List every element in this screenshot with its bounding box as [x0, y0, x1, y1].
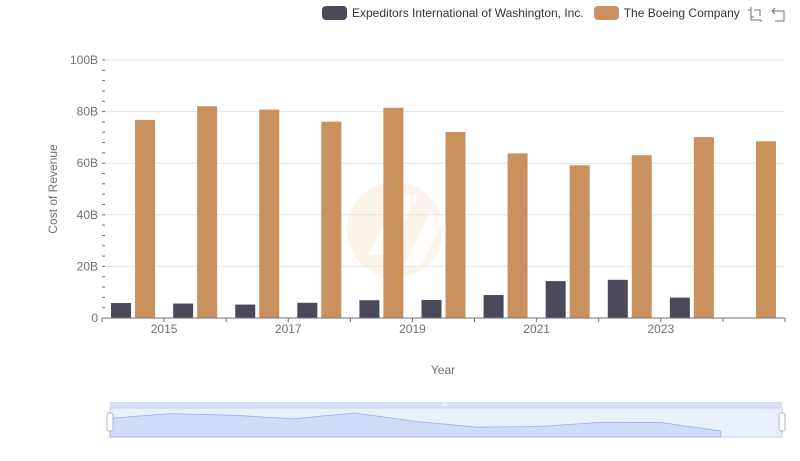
- legend-swatch-expeditors: [322, 6, 347, 20]
- bar-expeditors-2014[interactable]: [111, 303, 132, 318]
- data-zoom-slider[interactable]: [106, 402, 786, 438]
- bar-expeditors-2017[interactable]: [297, 302, 318, 318]
- bar-boeing-2021[interactable]: [569, 165, 590, 318]
- x-tick-label: 2023: [647, 322, 674, 336]
- bar-expeditors-2021[interactable]: [545, 281, 566, 318]
- x-axis-title: Year: [431, 363, 455, 377]
- y-tick-label: 40B: [77, 208, 98, 222]
- bar-boeing-2017[interactable]: [321, 121, 342, 318]
- legend: Expeditors International of Washington, …: [322, 4, 750, 22]
- legend-swatch-boeing: [593, 6, 619, 20]
- x-tick-label: 2019: [399, 322, 426, 336]
- legend-item-boeing[interactable]: The Boeing Company: [593, 6, 740, 20]
- x-tick-label: 2017: [275, 322, 302, 336]
- x-tick-label: 2021: [523, 322, 550, 336]
- y-tick-label: 80B: [77, 105, 98, 119]
- axes: 0 20B 40B 60B 80B 100B 2015 2017 2019 2021 2023: [70, 53, 786, 336]
- bar-boeing-2024[interactable]: [755, 141, 776, 318]
- bar-expeditors-2023[interactable]: [669, 297, 690, 318]
- bar-expeditors-2015[interactable]: [173, 303, 194, 318]
- x-tick-label: 2015: [151, 322, 178, 336]
- bar-expeditors-2016[interactable]: [235, 304, 256, 318]
- bar-expeditors-2020[interactable]: [483, 295, 504, 318]
- zoom-preview-area: [109, 412, 722, 438]
- bar-boeing-2023[interactable]: [693, 137, 714, 318]
- restore-icon[interactable]: [771, 7, 786, 22]
- y-tick-label: 60B: [77, 156, 98, 170]
- bar-boeing-2022[interactable]: [631, 155, 652, 318]
- legend-label-expeditors: Expeditors International of Washington, …: [352, 6, 584, 20]
- bar-boeing-2016[interactable]: [259, 109, 280, 318]
- zoom-grip-icon[interactable]: [442, 403, 448, 406]
- bar-expeditors-2018[interactable]: [359, 300, 380, 318]
- zoom-icon[interactable]: [748, 7, 763, 22]
- bar-boeing-2018[interactable]: [383, 107, 404, 318]
- bars: [111, 106, 776, 318]
- zoom-handle-right[interactable]: [778, 412, 786, 432]
- bar-expeditors-2019[interactable]: [421, 299, 442, 318]
- y-axis-title: Cost of Revenue: [46, 144, 60, 234]
- bar-boeing-2015[interactable]: [197, 106, 218, 318]
- bar-boeing-2019[interactable]: [445, 131, 466, 318]
- bar-expeditors-2022[interactable]: [607, 279, 628, 318]
- y-tick-label: 0: [91, 311, 98, 325]
- y-tick-label: 100B: [70, 53, 98, 67]
- y-tick-label: 20B: [77, 259, 98, 273]
- bar-boeing-2020[interactable]: [507, 153, 528, 318]
- toolbox: [748, 7, 786, 22]
- zoom-handle-left[interactable]: [106, 412, 114, 432]
- legend-label-boeing: The Boeing Company: [623, 6, 740, 20]
- zoom-top-bar[interactable]: [110, 402, 782, 408]
- bar-boeing-2014[interactable]: [135, 119, 156, 318]
- legend-item-expeditors[interactable]: Expeditors International of Washington, …: [322, 6, 584, 20]
